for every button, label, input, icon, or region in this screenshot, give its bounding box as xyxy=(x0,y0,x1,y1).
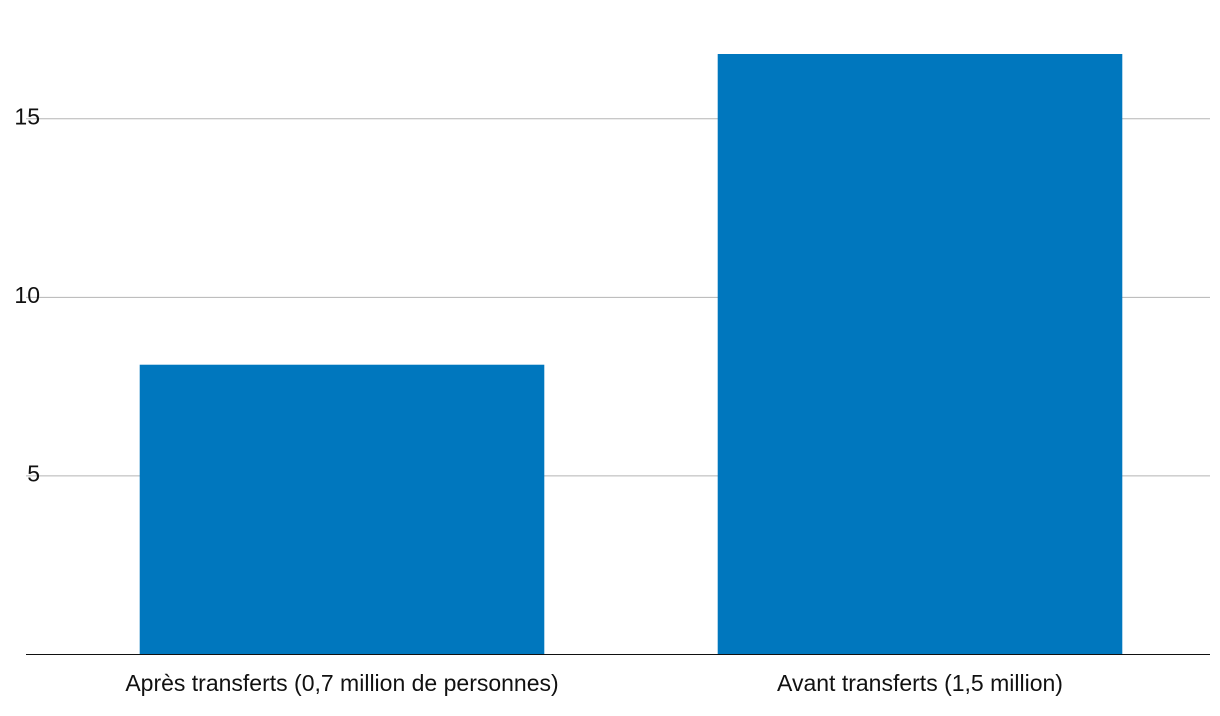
bar xyxy=(717,54,1123,654)
y-tick-label: 5 xyxy=(27,461,40,487)
bar xyxy=(139,364,545,654)
y-tick-label: 10 xyxy=(14,282,40,308)
y-tick-label: 15 xyxy=(14,103,40,129)
x-tick-label: Après transferts (0,7 million de personn… xyxy=(125,670,558,696)
x-tick-label: Avant transferts (1,5 million) xyxy=(777,670,1063,696)
